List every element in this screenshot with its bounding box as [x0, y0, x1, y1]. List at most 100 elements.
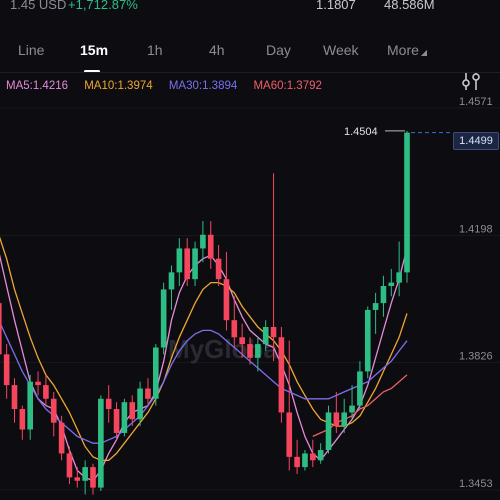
candle[interactable] [262, 320, 269, 351]
candle[interactable] [27, 374, 33, 440]
candle[interactable] [207, 221, 214, 269]
candle-body [192, 248, 198, 280]
tab-more[interactable]: More ◢ [387, 42, 427, 58]
current-price-tag: 1.4499 [453, 132, 499, 150]
candle-body [129, 402, 136, 420]
candle[interactable] [0, 289, 2, 374]
sliders-icon[interactable] [458, 68, 484, 94]
candle-body [90, 467, 96, 488]
candle[interactable] [184, 238, 190, 287]
candle[interactable] [349, 385, 355, 420]
candle[interactable] [153, 344, 159, 406]
candle-body [105, 398, 112, 410]
candle[interactable] [278, 327, 285, 423]
candle[interactable] [404, 130, 410, 283]
tab-week[interactable]: Week [323, 42, 359, 58]
candle-body [286, 412, 293, 457]
high-price-label: 1.4504 [344, 126, 378, 138]
candle-body [357, 371, 363, 406]
candle[interactable] [168, 265, 175, 310]
candle-body [388, 282, 395, 287]
candle[interactable] [58, 415, 65, 461]
candle[interactable] [310, 439, 316, 468]
tab-line[interactable]: Line [18, 42, 45, 58]
tab-day[interactable]: Day [266, 42, 291, 58]
candle[interactable] [286, 340, 293, 471]
candle-body [113, 409, 120, 433]
candle[interactable] [35, 371, 41, 396]
candle-body [302, 453, 308, 468]
candle[interactable] [294, 439, 300, 474]
candle[interactable] [247, 337, 253, 365]
candle-body [137, 388, 143, 420]
candle-body [333, 412, 340, 427]
candle[interactable] [341, 398, 347, 433]
candle[interactable] [223, 251, 230, 331]
candle[interactable] [98, 395, 104, 492]
candle-body [380, 286, 387, 304]
candle[interactable] [121, 398, 128, 437]
candle-body [262, 327, 269, 345]
candle[interactable] [357, 361, 363, 410]
ma5-label: MA5:1.4216 [6, 80, 69, 92]
candle-body [247, 344, 253, 358]
candle-body [153, 347, 159, 399]
candle[interactable] [145, 378, 151, 406]
candle[interactable] [270, 173, 277, 362]
tab-15m[interactable]: 15m [80, 42, 109, 58]
candle[interactable] [19, 405, 26, 440]
candle[interactable] [66, 446, 73, 485]
candle[interactable] [380, 275, 387, 317]
right-volume-text: 48.586M [384, 0, 435, 12]
active-tab-indicator [84, 70, 100, 73]
candle-body [223, 279, 230, 321]
candle[interactable] [302, 450, 308, 471]
candle-body [19, 409, 26, 430]
candle[interactable] [105, 385, 112, 423]
candle-body [239, 337, 245, 345]
tab-1h[interactable]: 1h [147, 42, 163, 58]
candle[interactable] [396, 241, 402, 297]
candle[interactable] [317, 443, 324, 464]
left-price-text: 1.45 USD [10, 0, 67, 12]
candle[interactable] [364, 306, 371, 379]
top-price-strip: 1.45 USD +1,712.87% 1.1807 48.586M [0, 0, 500, 20]
ma10-label: MA10:1.3974 [84, 80, 153, 92]
candle[interactable] [3, 344, 10, 399]
candle[interactable] [113, 402, 120, 440]
candle[interactable] [200, 221, 206, 263]
candle[interactable] [82, 460, 88, 495]
candle[interactable] [231, 296, 238, 348]
candle[interactable] [137, 381, 143, 427]
candle-body [349, 405, 355, 413]
candle[interactable] [333, 391, 340, 433]
candle[interactable] [388, 268, 395, 297]
tab-4h[interactable]: 4h [209, 42, 225, 58]
ma30-line [0, 321, 408, 444]
candle[interactable] [160, 282, 167, 355]
left-change-text: +1,712.87% [68, 0, 138, 12]
candle[interactable] [255, 337, 261, 372]
candle[interactable] [176, 238, 183, 287]
candle[interactable] [43, 374, 49, 406]
candle[interactable] [192, 241, 198, 287]
candle-body [74, 477, 81, 481]
candle[interactable] [215, 245, 222, 287]
candle-body [82, 467, 88, 481]
candle[interactable] [74, 467, 81, 488]
candle[interactable] [239, 323, 245, 358]
candle-body [98, 398, 104, 488]
candle-body [145, 388, 151, 399]
candle[interactable] [90, 463, 96, 495]
candle[interactable] [372, 292, 379, 334]
candle[interactable] [50, 391, 57, 437]
candle[interactable] [325, 405, 332, 454]
candle-body [50, 398, 57, 423]
candle-body [200, 234, 206, 249]
ma-legend: MA5:1.4216 MA10:1.3974 MA30:1.3894 MA60:… [6, 80, 335, 92]
candle[interactable] [11, 378, 18, 423]
candle-body [396, 272, 402, 283]
candle[interactable] [129, 395, 136, 427]
ma30-label: MA30:1.3894 [168, 80, 238, 92]
